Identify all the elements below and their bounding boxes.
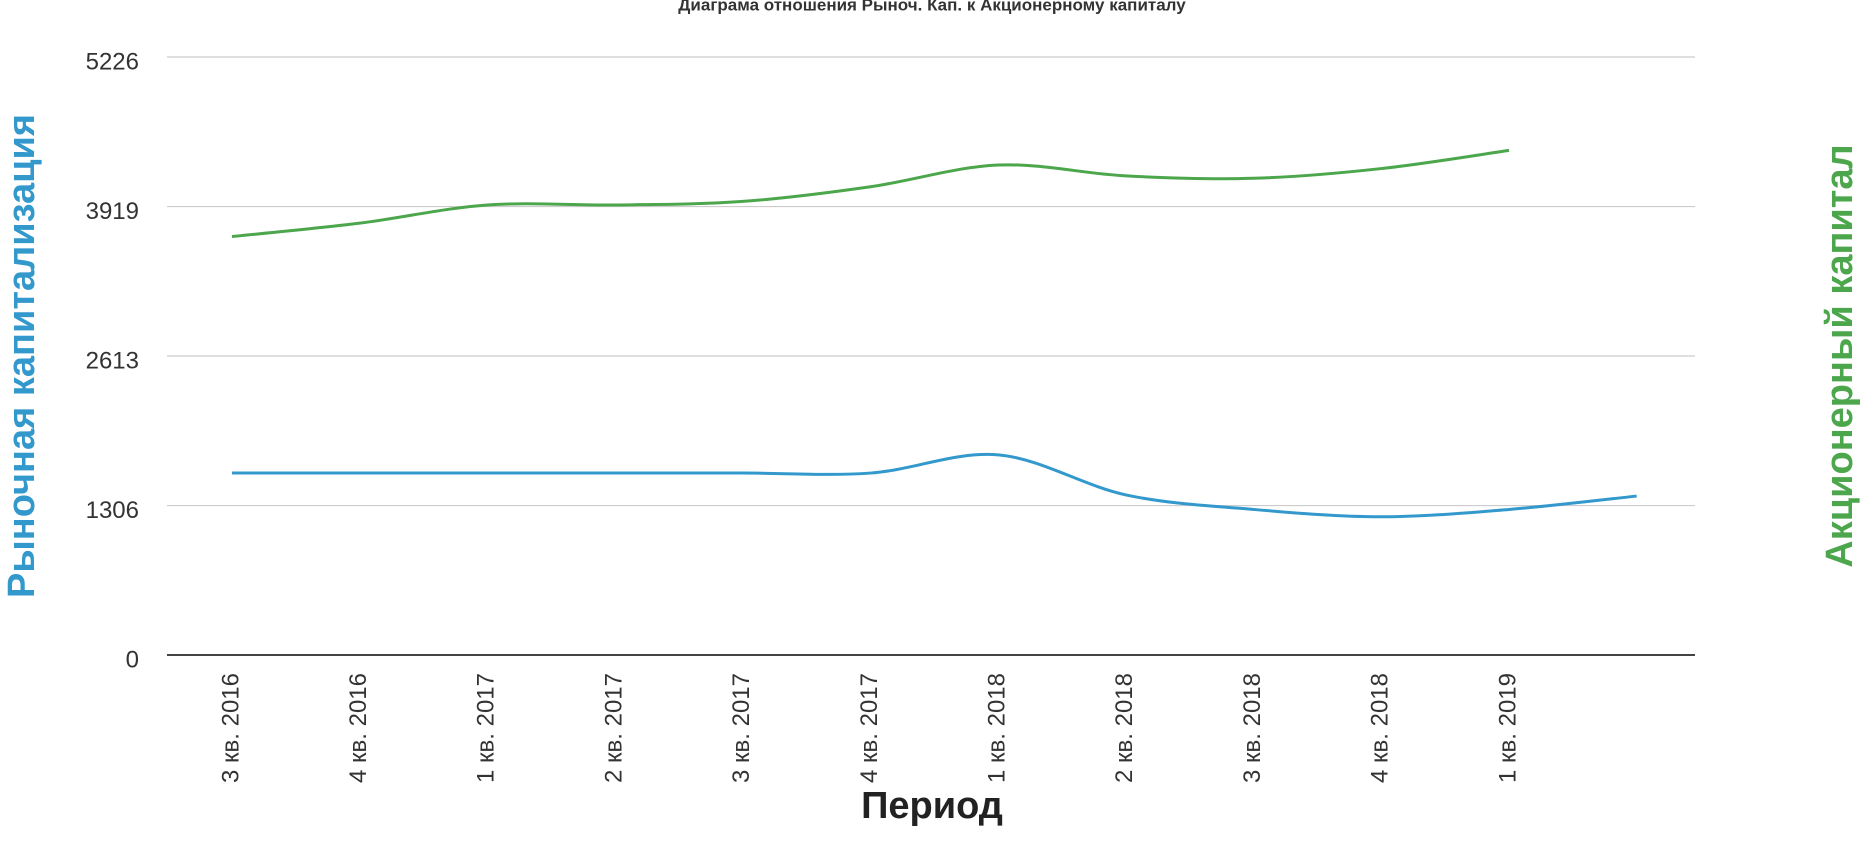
x-tick-label: 3 кв. 2016 <box>217 673 244 783</box>
x-tick-label: 1 кв. 2017 <box>473 673 500 783</box>
y-tick-label: 3919 <box>86 198 139 225</box>
x-tick-label: 4 кв. 2018 <box>1367 673 1394 783</box>
y2-axis-title: Акционерный капитал <box>1819 144 1861 567</box>
series-line <box>231 452 1637 519</box>
y-axis-title: Рыночная капитализация <box>1 114 43 598</box>
x-tick-label: 2 кв. 2018 <box>1111 673 1138 783</box>
x-tick-label: 1 кв. 2019 <box>1494 673 1521 783</box>
chart-title: Диаграма отношения Рыноч. Кап. к Акционе… <box>678 0 1186 14</box>
x-tick-label: 1 кв. 2018 <box>984 673 1011 783</box>
series-line <box>231 148 1510 239</box>
x-axis-title: Период <box>861 785 1003 827</box>
y-tick-label: 0 <box>126 646 139 673</box>
x-tick-label: 3 кв. 2017 <box>728 673 755 783</box>
x-tick-label: 3 кв. 2018 <box>1239 673 1266 783</box>
x-tick-label: 4 кв. 2017 <box>856 673 883 783</box>
y-tick-label: 5226 <box>86 48 139 75</box>
y-tick-label: 2613 <box>86 347 139 374</box>
x-tick-label: 4 кв. 2016 <box>345 673 372 783</box>
y-tick-label: 1306 <box>86 497 139 524</box>
x-tick-label: 2 кв. 2017 <box>600 673 627 783</box>
